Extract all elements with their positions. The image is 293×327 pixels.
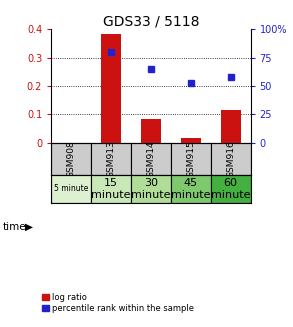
Bar (51, 143, 91, 175)
Text: 45
minute: 45 minute (171, 178, 210, 200)
Text: 60
minute: 60 minute (211, 178, 250, 200)
Text: GSM913: GSM913 (107, 140, 115, 178)
Bar (181, 138, 201, 143)
Legend: log ratio, percentile rank within the sample: log ratio, percentile rank within the sa… (42, 293, 194, 313)
Bar (91, 175, 131, 203)
Text: GSM915: GSM915 (186, 140, 195, 178)
Text: 5 minute: 5 minute (54, 184, 88, 194)
Text: GSM908: GSM908 (67, 140, 76, 178)
Bar (131, 175, 171, 203)
Bar (211, 175, 251, 203)
Bar (171, 143, 211, 175)
Text: GSM916: GSM916 (226, 140, 235, 178)
Text: 15
minute: 15 minute (91, 178, 131, 200)
Text: GSM914: GSM914 (146, 140, 155, 178)
Bar (221, 110, 241, 143)
Bar (91, 143, 131, 175)
Text: time: time (3, 222, 27, 232)
Bar (51, 175, 91, 203)
Bar (171, 175, 211, 203)
Text: ▶: ▶ (25, 222, 33, 232)
Bar (141, 119, 161, 143)
Bar (101, 34, 121, 143)
Bar (211, 143, 251, 175)
Text: 30
minute: 30 minute (131, 178, 171, 200)
Title: GDS33 / 5118: GDS33 / 5118 (103, 14, 199, 28)
Bar (131, 143, 171, 175)
